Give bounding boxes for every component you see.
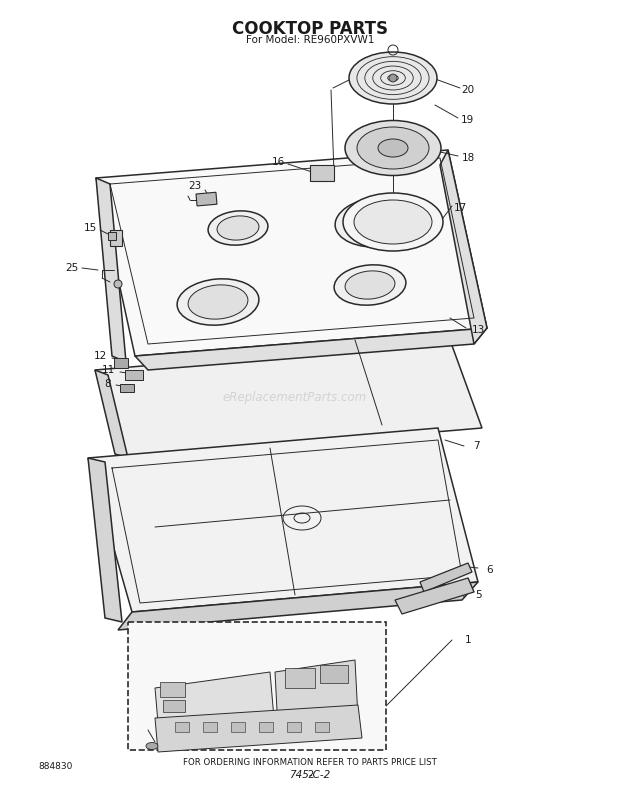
Ellipse shape xyxy=(345,271,395,299)
Ellipse shape xyxy=(378,139,408,157)
Text: 19: 19 xyxy=(461,115,474,125)
Text: 23: 23 xyxy=(188,181,202,191)
Polygon shape xyxy=(96,150,487,356)
Bar xyxy=(285,668,315,688)
Ellipse shape xyxy=(334,265,406,305)
Ellipse shape xyxy=(335,197,425,247)
Text: 12: 12 xyxy=(94,351,107,361)
Ellipse shape xyxy=(188,285,248,319)
Bar xyxy=(125,370,143,380)
Polygon shape xyxy=(420,563,472,592)
Polygon shape xyxy=(395,578,474,614)
Text: 884830: 884830 xyxy=(38,762,73,771)
Polygon shape xyxy=(96,178,126,362)
Polygon shape xyxy=(135,328,487,370)
Ellipse shape xyxy=(177,279,259,325)
Text: 18: 18 xyxy=(461,153,475,163)
Bar xyxy=(114,358,128,368)
Bar xyxy=(120,384,134,392)
Text: 16: 16 xyxy=(272,157,285,167)
Text: 2: 2 xyxy=(307,770,313,780)
Ellipse shape xyxy=(146,743,158,750)
Text: FOR ORDERING INFORMATION REFER TO PARTS PRICE LIST: FOR ORDERING INFORMATION REFER TO PARTS … xyxy=(183,758,437,767)
Ellipse shape xyxy=(354,200,432,244)
Text: 1: 1 xyxy=(464,635,471,645)
Text: 7: 7 xyxy=(472,441,479,451)
Text: 4: 4 xyxy=(144,667,151,677)
Bar xyxy=(163,700,185,712)
Polygon shape xyxy=(88,458,122,622)
Bar xyxy=(287,722,301,732)
Text: 25: 25 xyxy=(65,263,79,273)
Bar xyxy=(108,232,116,240)
Polygon shape xyxy=(95,340,482,458)
Ellipse shape xyxy=(208,211,268,245)
Ellipse shape xyxy=(343,193,443,251)
Text: 6: 6 xyxy=(487,565,494,575)
Ellipse shape xyxy=(346,203,414,241)
Text: 20: 20 xyxy=(461,85,474,95)
Ellipse shape xyxy=(345,121,441,176)
Polygon shape xyxy=(440,150,487,344)
Bar xyxy=(160,682,185,697)
Ellipse shape xyxy=(357,127,429,169)
Text: 3: 3 xyxy=(144,653,151,663)
Text: 14: 14 xyxy=(339,631,352,641)
Polygon shape xyxy=(88,428,478,612)
Bar xyxy=(196,192,217,206)
Ellipse shape xyxy=(217,216,259,240)
Bar xyxy=(310,165,334,181)
Polygon shape xyxy=(155,705,362,752)
Circle shape xyxy=(114,280,122,288)
Text: 5: 5 xyxy=(475,590,481,600)
Text: eReplacementParts.com: eReplacementParts.com xyxy=(223,392,367,404)
Bar xyxy=(110,230,122,246)
Polygon shape xyxy=(118,582,478,630)
Ellipse shape xyxy=(349,52,437,104)
Bar xyxy=(259,722,273,732)
Polygon shape xyxy=(155,672,275,746)
Bar xyxy=(203,722,217,732)
Text: 11: 11 xyxy=(102,365,115,375)
Text: For Model: RE960PXVW1: For Model: RE960PXVW1 xyxy=(246,35,374,45)
Text: 13: 13 xyxy=(471,325,485,335)
Text: 26: 26 xyxy=(339,643,352,653)
Polygon shape xyxy=(95,370,128,458)
Polygon shape xyxy=(275,660,358,730)
Circle shape xyxy=(389,74,397,82)
Bar xyxy=(320,665,348,683)
Text: 2: 2 xyxy=(144,639,151,649)
Bar xyxy=(231,722,245,732)
Bar xyxy=(175,722,189,732)
Text: 17: 17 xyxy=(453,203,467,213)
Text: COOKTOP PARTS: COOKTOP PARTS xyxy=(232,20,388,38)
Text: 15: 15 xyxy=(83,223,97,233)
Bar xyxy=(128,622,386,750)
Text: 8: 8 xyxy=(105,379,112,389)
Text: 745-C-2: 745-C-2 xyxy=(290,770,330,780)
Bar xyxy=(315,722,329,732)
